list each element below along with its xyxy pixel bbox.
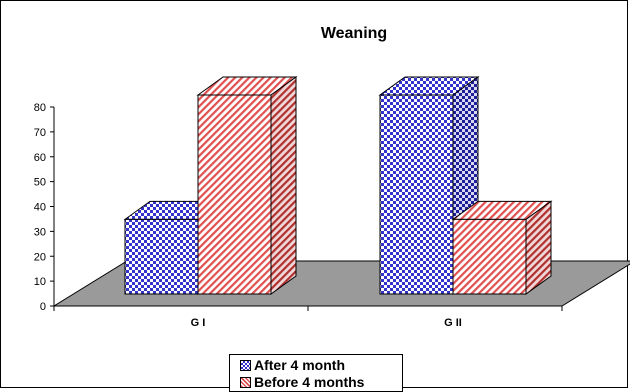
bar-side [270, 76, 297, 295]
bar [124, 218, 199, 295]
y-tick-label: 0 [40, 301, 46, 313]
y-tick-label: 60 [34, 152, 46, 164]
legend: After 4 month Before 4 months [229, 354, 403, 392]
legend-label-after: After 4 month [254, 357, 345, 373]
legend-label-before: Before 4 months [254, 374, 365, 390]
bar [452, 218, 527, 295]
bar [379, 94, 454, 295]
legend-swatch-before [240, 376, 251, 388]
y-tick-label: 40 [34, 202, 46, 214]
y-tick-label: 70 [34, 127, 46, 139]
category-label: G I [191, 317, 206, 329]
legend-item-after: After 4 month [240, 357, 345, 373]
legend-swatch-after [240, 359, 251, 371]
legend-item-before: Before 4 months [240, 374, 364, 390]
bar [197, 94, 272, 295]
y-tick-label: 20 [34, 251, 46, 263]
y-tick-label: 10 [34, 276, 46, 288]
y-tick-label: 80 [34, 102, 46, 114]
category-label: G II [444, 317, 462, 329]
y-tick-label: 30 [34, 226, 46, 238]
chart-title: Weaning [321, 25, 387, 42]
y-tick-label: 50 [34, 177, 46, 189]
